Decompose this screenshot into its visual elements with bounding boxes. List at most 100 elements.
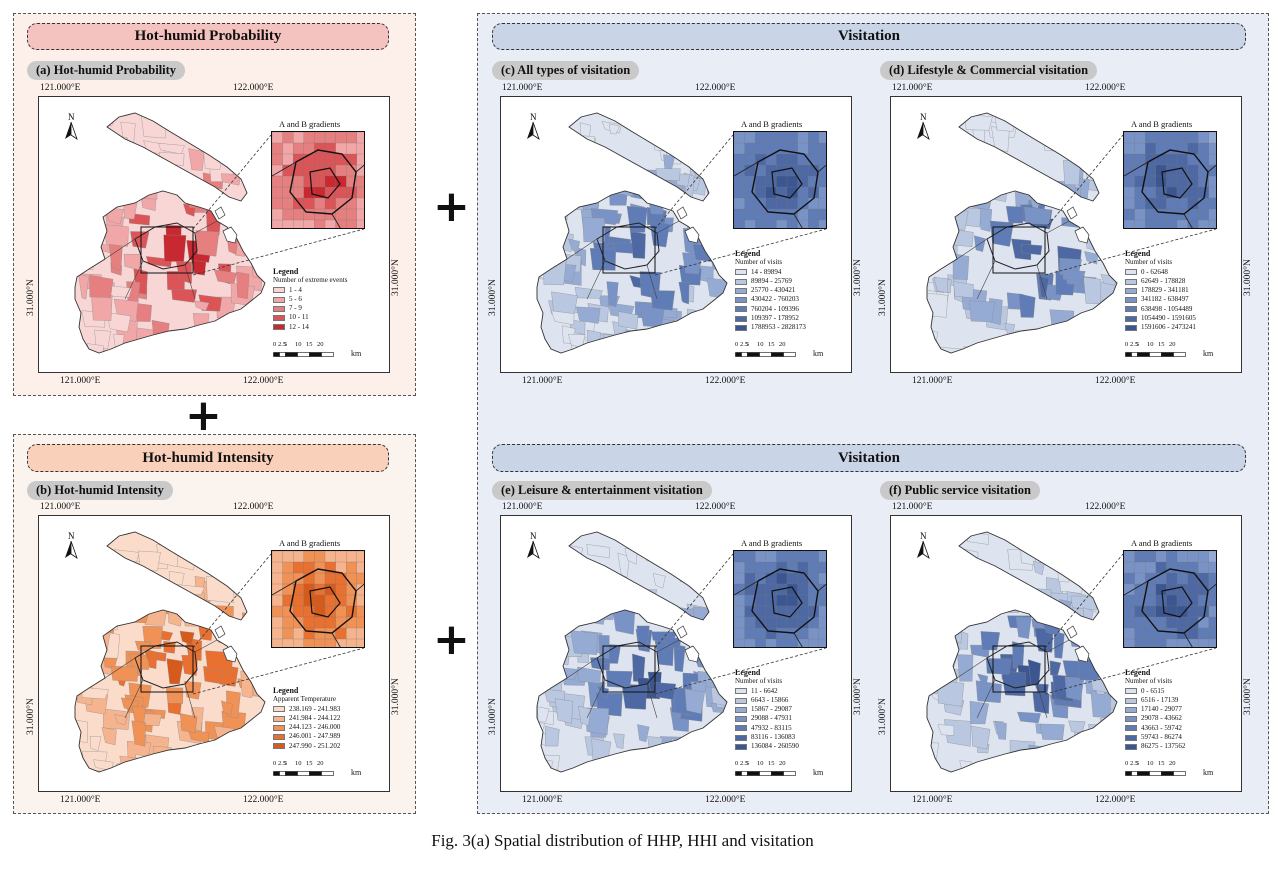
legend-swatch	[1125, 287, 1137, 294]
legend-label: 109397 - 178952	[751, 314, 799, 323]
legend-swatch	[273, 743, 285, 750]
coordinate-label: 31.000°N	[488, 279, 498, 316]
legend-item: 83116 - 136083	[735, 733, 799, 742]
legend-label: 238.169 - 241.983	[289, 704, 341, 713]
legend-label: 246.001 - 247.989	[289, 732, 341, 741]
coordinate-label: 122.000°E	[705, 376, 746, 386]
legend-item: 1054490 - 1591605	[1125, 314, 1196, 323]
legend-item: 7 - 9	[273, 304, 347, 313]
legend-swatch	[1125, 725, 1137, 732]
map-legend: Legend Number of visits 0 - 6515 6516 - 171…	[1125, 668, 1185, 752]
legend-label: 136084 - 260590	[751, 742, 799, 751]
legend-swatch	[1125, 297, 1137, 304]
legend-label: 10 - 11	[289, 313, 309, 322]
panel-title-e: (e) Leisure & entertainment visitation	[492, 481, 712, 500]
legend-label: 244.123 - 246.000	[289, 723, 341, 732]
scale-tick-label: 0	[273, 760, 277, 767]
coordinate-label: 122.000°E	[695, 83, 736, 93]
scale-bar-graphic	[1125, 771, 1186, 776]
legend-label: 25770 - 430421	[751, 286, 796, 295]
legend-label: 638498 - 1054489	[1141, 304, 1193, 313]
plus-sign: +	[433, 181, 470, 232]
coordinate-label: 122.000°E	[233, 502, 274, 512]
coordinate-label: 122.000°E	[695, 502, 736, 512]
legend-item: 244.123 - 246.000	[273, 723, 340, 732]
legend-swatch	[1125, 697, 1137, 704]
scale-unit: km	[1203, 349, 1214, 358]
scale-tick-label: 5	[746, 341, 750, 348]
scale-tick-label: 15	[768, 760, 775, 767]
inset-title: A and B gradients	[741, 538, 803, 548]
legend-swatch	[735, 725, 747, 732]
map-d	[926, 112, 1118, 354]
panel-title-d: (d) Lifestyle & Commercial visitation	[880, 61, 1098, 80]
scale-tick-label: 2.5	[740, 341, 749, 348]
scale-bar: 0 2.5 5 10 15 20 km	[273, 341, 361, 358]
scale-bar-graphic	[273, 352, 334, 357]
scale-tick-label: 20	[779, 341, 786, 348]
legend-label: 241.984 - 244.122	[289, 713, 341, 722]
legend-label: 62649 - 178828	[1141, 276, 1186, 285]
scale-unit: km	[351, 768, 362, 777]
map-frame-a: N A and B gradients Legend Number of extrem…	[38, 96, 390, 373]
map-a	[74, 112, 266, 354]
legend-item: 241.984 - 244.122	[273, 714, 340, 723]
map-legend: Legend Apparent Temperature 238.169 - 241.…	[273, 686, 340, 751]
coordinate-label: 31.000°N	[391, 678, 401, 715]
inset-map	[271, 550, 365, 648]
panel-title-b: (b) Hot-humid Intensity	[27, 481, 173, 500]
scale-tick-label: 0	[735, 341, 739, 348]
legend-item: 0 - 62648	[1125, 268, 1196, 277]
legend-item: 5 - 6	[273, 295, 347, 304]
map-b	[74, 531, 266, 773]
legend-item: 6643 - 15866	[735, 696, 799, 705]
legend-label: 14 - 89894	[751, 267, 782, 276]
legend-subtitle: Apparent Temperature	[273, 695, 336, 704]
scale-bar-graphic	[273, 771, 334, 776]
legend-label: 15867 - 29087	[751, 705, 792, 714]
scale-tick-label: 20	[1169, 341, 1176, 348]
coordinate-label: 122.000°E	[1085, 83, 1126, 93]
north-arrow-icon: N	[527, 112, 540, 140]
legend-item: 59743 - 86274	[1125, 733, 1185, 742]
legend-swatch	[735, 297, 747, 304]
legend-label: 0 - 62648	[1141, 267, 1168, 276]
scale-bar: 0 2.5 5 10 15 20 km	[1125, 341, 1213, 358]
legend-swatch	[1125, 734, 1137, 741]
legend-title: Legend	[735, 249, 761, 258]
legend-label: 5 - 6	[289, 294, 302, 303]
map-e	[536, 531, 728, 773]
legend-title: Legend	[1125, 668, 1151, 677]
legend-item: 15867 - 29087	[735, 705, 799, 714]
inset-map	[271, 131, 365, 229]
scale-tick-label: 2.5	[278, 760, 287, 767]
legend-item: 12 - 14	[273, 323, 347, 332]
scale-tick-label: 0	[1125, 760, 1129, 767]
legend-item: 6516 - 17139	[1125, 696, 1185, 705]
inset-leader-lines	[654, 553, 827, 695]
legend-swatch	[735, 306, 747, 313]
legend-title: Legend	[1125, 249, 1151, 258]
coordinate-label: 31.000°N	[391, 259, 401, 296]
legend-subtitle: Number of visits	[735, 677, 783, 686]
scale-tick-label: 5	[1136, 760, 1140, 767]
inset-map	[733, 131, 827, 229]
map-frame-e: N A and B gradients Legend Number of visits…	[500, 515, 852, 792]
legend-label: 89894 - 25769	[751, 276, 792, 285]
map-legend: Legend Number of visits 11 - 6642 6643 - 15…	[735, 668, 799, 752]
svg-text:N: N	[68, 531, 75, 541]
legend-swatch	[1125, 325, 1137, 332]
visitation-bottom-title: Visitation	[492, 444, 1246, 472]
legend-label: 341182 - 638497	[1141, 295, 1189, 304]
legend-swatch	[735, 325, 747, 332]
legend-item: 86275 - 137562	[1125, 742, 1185, 751]
scale-tick-label: 15	[1158, 760, 1165, 767]
legend-swatch	[735, 315, 747, 322]
legend-swatch	[1125, 278, 1137, 285]
legend-label: 1788953 - 2828173	[751, 323, 806, 332]
inset-title: A and B gradients	[279, 538, 341, 548]
legend-swatch	[735, 716, 747, 723]
legend-item: 246.001 - 247.989	[273, 732, 340, 741]
panel-title-c: (c) All types of visitation	[492, 61, 640, 80]
scale-tick-label: 15	[306, 760, 313, 767]
